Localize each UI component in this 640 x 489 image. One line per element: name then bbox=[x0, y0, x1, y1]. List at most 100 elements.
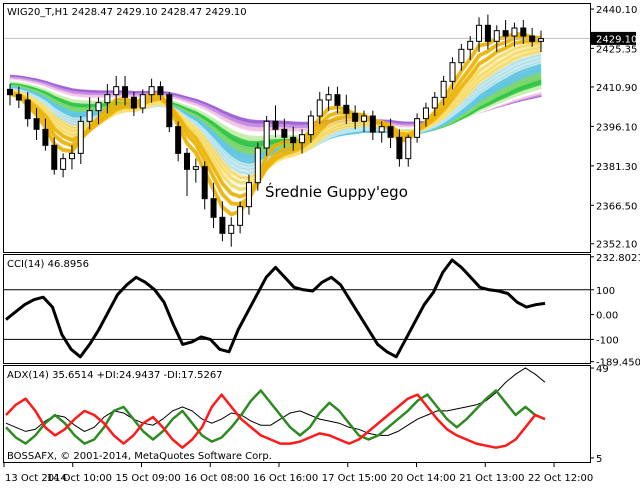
time-tick-label: 16 Oct 16:00 bbox=[253, 473, 318, 484]
candle-body bbox=[325, 94, 332, 101]
minus-di-line bbox=[5, 393, 546, 449]
candle-body bbox=[440, 80, 447, 98]
adx-panel-frame bbox=[3, 365, 591, 463]
candle-body bbox=[228, 224, 235, 234]
candle-body bbox=[130, 96, 137, 109]
candle-body bbox=[290, 136, 297, 144]
candle-body bbox=[237, 206, 244, 226]
candle-body bbox=[307, 115, 314, 136]
candle-body bbox=[520, 27, 527, 37]
candle-body bbox=[449, 62, 456, 82]
candle-body bbox=[405, 136, 412, 160]
candle-body bbox=[422, 107, 429, 120]
time-tick-label: 17 Oct 15:00 bbox=[322, 473, 387, 484]
candle-body bbox=[378, 126, 385, 133]
candle-body bbox=[7, 88, 13, 96]
current-price-tag-background bbox=[591, 31, 636, 45]
candle-body bbox=[254, 147, 261, 184]
candle-body bbox=[538, 38, 544, 42]
current-price-tag: 2429.10 bbox=[591, 31, 637, 45]
time-tick-label: 15 Oct 09:00 bbox=[116, 473, 181, 484]
candle-body bbox=[502, 30, 509, 37]
candle-body bbox=[396, 136, 403, 160]
candle-body bbox=[511, 27, 518, 37]
candle-body bbox=[484, 24, 491, 42]
candle-body bbox=[529, 35, 536, 42]
candle-body bbox=[387, 126, 394, 138]
candle-body bbox=[192, 166, 199, 170]
candle-body bbox=[77, 120, 84, 154]
adx-panel[interactable]: ADX(14) 35.6514 +DI:24.9437 -DI:17.5267 … bbox=[3, 364, 609, 465]
candle-body bbox=[493, 30, 500, 42]
candle-body bbox=[42, 128, 49, 146]
time-tick-label: 20 Oct 14:00 bbox=[391, 473, 456, 484]
candle-body bbox=[175, 126, 182, 154]
candle-body bbox=[24, 99, 31, 120]
adx-footer-label: BOSSAFX, © 2001-2014, MetaQuotes Softwar… bbox=[7, 451, 272, 462]
guppy-annotation: Średnie Guppy'ego bbox=[265, 182, 408, 201]
candle-body bbox=[361, 115, 367, 122]
candle-body bbox=[219, 216, 226, 234]
adx-panel-title: ADX(14) 35.6514 +DI:24.9437 -DI:17.5267 bbox=[7, 370, 223, 381]
adx-y-tick-label: 5 bbox=[596, 454, 602, 465]
price-candles bbox=[7, 14, 544, 247]
candle-body bbox=[113, 86, 120, 96]
candle-body bbox=[51, 144, 58, 170]
adx-y-tick-label: 49 bbox=[596, 364, 609, 375]
candle-body bbox=[95, 102, 102, 112]
time-tick-label: 22 Oct 12:00 bbox=[528, 473, 593, 484]
candle-body bbox=[157, 86, 164, 96]
time-tick-label: 16 Oct 08:00 bbox=[184, 473, 249, 484]
candle-body bbox=[352, 112, 359, 122]
candle-body bbox=[299, 134, 306, 144]
price-y-tick-label: 2381.30 bbox=[596, 162, 637, 173]
candle-body bbox=[458, 48, 465, 64]
candle-body bbox=[431, 96, 438, 109]
cci-panel-title: CCI(14) 46.8956 bbox=[7, 259, 89, 270]
candle-body bbox=[263, 120, 270, 149]
cci-y-tick-label: 100 bbox=[596, 286, 615, 297]
cci-line bbox=[5, 258, 546, 359]
candle-body bbox=[281, 128, 288, 138]
cci-y-tick-label: -189.4501 bbox=[596, 358, 640, 369]
time-tick-label: 13 Oct 2014 bbox=[5, 473, 67, 484]
current-price-tag-label: 2429.10 bbox=[596, 34, 637, 45]
candle-body bbox=[15, 94, 22, 101]
price-y-tick-label: 2410.90 bbox=[596, 83, 637, 94]
price-y-axis: 2440.10 2425.35 2410.90 2396.10 2381.30 2366.… bbox=[590, 5, 637, 251]
price-y-tick-label: 2366.50 bbox=[596, 201, 637, 212]
price-panel-frame bbox=[3, 3, 591, 253]
adx-line bbox=[5, 367, 546, 436]
candle-body bbox=[86, 110, 93, 122]
time-tick-label: 21 Oct 13:00 bbox=[459, 473, 524, 484]
candle-body bbox=[104, 94, 111, 104]
candle-body bbox=[272, 120, 279, 130]
price-y-tick-label: 2425.35 bbox=[596, 44, 637, 55]
price-panel-title: WIG20_T,H1 2428.47 2429.10 2428.47 2429.… bbox=[7, 7, 247, 18]
candle-body bbox=[68, 152, 75, 160]
cci-panel[interactable]: CCI(14) 46.8956 232.8021 100 0.00 -100 -189.… bbox=[3, 253, 640, 369]
candle-body bbox=[343, 104, 350, 114]
plus-di-line bbox=[5, 389, 546, 445]
price-panel[interactable]: WIG20_T,H1 2428.47 2429.10 2428.47 2429.… bbox=[3, 3, 638, 253]
candle-body bbox=[414, 118, 421, 138]
candle-body bbox=[316, 99, 323, 117]
cci-y-tick-label: -100 bbox=[596, 335, 619, 346]
price-y-tick-label: 2396.10 bbox=[596, 122, 637, 133]
candle-body bbox=[166, 94, 173, 128]
candle-body bbox=[369, 115, 376, 133]
candle-body bbox=[245, 182, 252, 208]
price-y-tick-label: 2440.10 bbox=[596, 5, 637, 16]
cci-y-axis: 232.8021 100 0.00 -100 -189.4501 bbox=[590, 253, 640, 369]
candle-body bbox=[60, 158, 67, 170]
cci-y-tick-label: 232.8021 bbox=[596, 253, 640, 264]
candle-body bbox=[334, 94, 341, 106]
candle-body bbox=[139, 94, 146, 109]
candle-body bbox=[476, 24, 483, 42]
cci-panel-frame bbox=[3, 254, 591, 364]
candle-body bbox=[184, 152, 190, 170]
candle-body bbox=[467, 40, 474, 50]
price-y-tick-label: 2352.10 bbox=[596, 240, 637, 251]
